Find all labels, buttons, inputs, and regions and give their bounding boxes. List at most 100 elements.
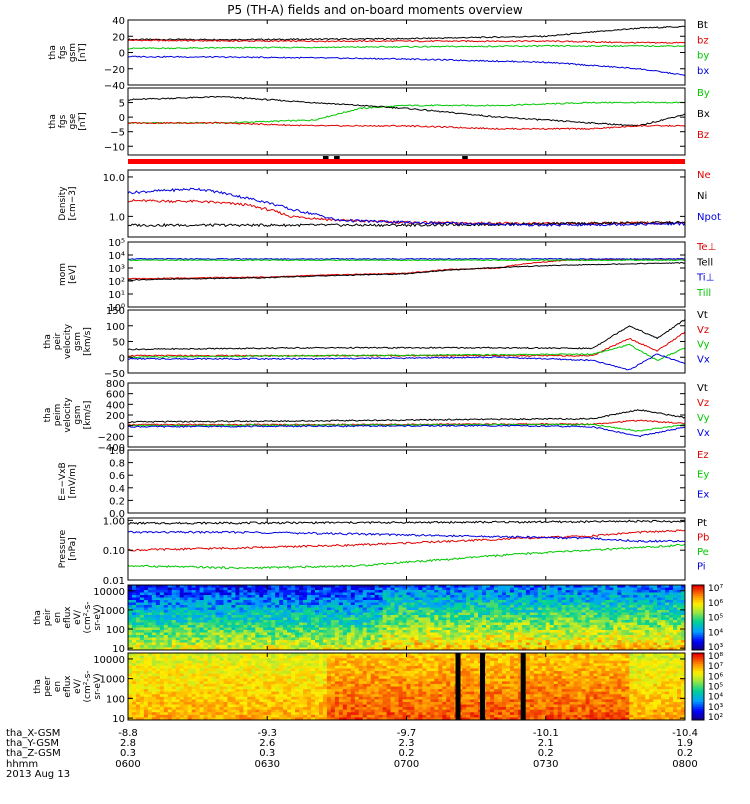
- y-tick-label: 10: [112, 644, 125, 655]
- colorbar-label: 10⁵: [708, 614, 723, 624]
- y-axis-label: tha: [43, 334, 53, 349]
- legend-Vy: Vy: [697, 413, 710, 424]
- legend-Te⊥: Te⊥: [696, 242, 716, 253]
- y-tick-label: 5: [119, 99, 125, 110]
- y-tick-label: 200: [106, 411, 125, 422]
- y-tick-label: −5: [110, 128, 125, 139]
- y-tick-label: 1.00: [103, 516, 125, 527]
- legend-Vy: Vy: [697, 340, 710, 351]
- y-axis-label: (cm²-s-: [83, 601, 93, 633]
- legend-by: by: [697, 51, 709, 62]
- legend-Vz: Vz: [697, 325, 709, 336]
- series-line-Pe: [128, 544, 685, 568]
- legend-Vx: Vx: [697, 354, 710, 365]
- y-tick-label: 0: [119, 113, 125, 124]
- y-tick-label: 20: [112, 32, 125, 43]
- y-axis-label: fgs: [58, 45, 68, 59]
- series-line-bx: [128, 56, 685, 76]
- y-tick-label: 800: [106, 379, 125, 390]
- series-line-Bt: [128, 26, 685, 40]
- y-tick-label: −20: [104, 65, 125, 76]
- y-axis-label: gsm: [73, 332, 83, 351]
- series-line-by: [128, 45, 685, 49]
- legend-Bx: Bx: [697, 109, 710, 120]
- y-tick-label: 10⁵: [108, 238, 125, 249]
- y-tick-label: 10000: [93, 587, 125, 598]
- y-tick-label: 0: [119, 49, 125, 60]
- series-line-By: [128, 102, 685, 124]
- y-axis-label: velocity: [63, 323, 73, 359]
- y-tick-label: 0: [119, 353, 125, 364]
- y-axis-label: tha: [43, 408, 53, 423]
- series-line-Bx: [128, 97, 685, 126]
- legend-bz: bz: [697, 35, 709, 46]
- panel-frame: [128, 310, 685, 373]
- y-axis-label: en: [53, 612, 63, 623]
- y-axis-label: sr-eV): [93, 604, 103, 630]
- y-tick-label: −40: [104, 81, 125, 92]
- y-axis-label: tha: [48, 114, 58, 129]
- series-line-bz: [128, 40, 685, 44]
- y-axis-label: E=−VxB: [58, 462, 68, 500]
- y-tick-label: 10¹: [108, 290, 125, 301]
- series-line-Te⊥: [128, 259, 685, 279]
- legend-bx: bx: [697, 66, 709, 77]
- legend-Ti⊥: Ti⊥: [696, 273, 714, 284]
- y-tick-label: 0.4: [109, 484, 125, 495]
- legend-Bt: Bt: [697, 20, 708, 31]
- y-axis-label: Density: [58, 186, 68, 221]
- y-tick-label: 400: [106, 400, 125, 411]
- y-tick-label: 10.0: [103, 173, 125, 184]
- y-tick-label: 100: [106, 322, 125, 333]
- y-axis-label: mom: [58, 263, 68, 286]
- y-tick-label: 0.01: [103, 576, 125, 587]
- series-line-Vt: [128, 410, 685, 423]
- y-tick-label: −200: [98, 432, 125, 443]
- legend-Vx: Vx: [697, 428, 710, 439]
- legend-Vt: Vt: [697, 383, 708, 394]
- legend-Pt: Pt: [697, 518, 707, 529]
- y-tick-label: 0.6: [109, 471, 125, 482]
- colorbar-label: 10⁴: [708, 628, 723, 638]
- series-line-Vt: [128, 320, 685, 350]
- y-axis-label: eflux: [63, 606, 73, 629]
- y-axis-label: gse: [68, 113, 78, 129]
- y-tick-label: 10²: [108, 277, 125, 288]
- y-tick-label: 1.0: [109, 446, 125, 457]
- status-mark: [323, 156, 329, 159]
- y-tick-label: 0.2: [109, 496, 125, 507]
- colorbar-label: 10⁷: [708, 584, 723, 594]
- y-tick-label: 0.10: [103, 546, 125, 557]
- legend-Pe: Pe: [697, 547, 709, 558]
- status-mark: [462, 156, 468, 159]
- y-axis-label: velocity: [63, 397, 73, 433]
- y-axis-label: gsm: [73, 405, 83, 424]
- legend-Pb: Pb: [697, 533, 709, 544]
- status-bar: [128, 159, 685, 164]
- y-axis-label: eV/: [73, 609, 83, 625]
- series-line-Ti⊥: [128, 259, 685, 260]
- legend-Ne: Ne: [697, 170, 711, 181]
- legend-Npot: Npot: [697, 212, 721, 223]
- y-axis-label: [mV/m]: [68, 465, 78, 499]
- y-axis-label: [nT]: [78, 43, 88, 61]
- y-tick-label: 50: [112, 338, 125, 349]
- y-axis-label: [eV]: [68, 265, 78, 284]
- panel-frame: [128, 242, 685, 307]
- y-tick-label: −10: [104, 142, 125, 153]
- legend-Pi: Pi: [697, 562, 706, 573]
- y-tick-label: 0: [119, 422, 125, 433]
- page-title: P5 (TH-A) fields and on-board moments ov…: [0, 3, 750, 17]
- series-line-Vx: [128, 425, 685, 436]
- y-tick-label: 150: [106, 306, 125, 317]
- y-axis-label: Pressure: [58, 529, 68, 568]
- y-tick-label: 10³: [108, 264, 125, 275]
